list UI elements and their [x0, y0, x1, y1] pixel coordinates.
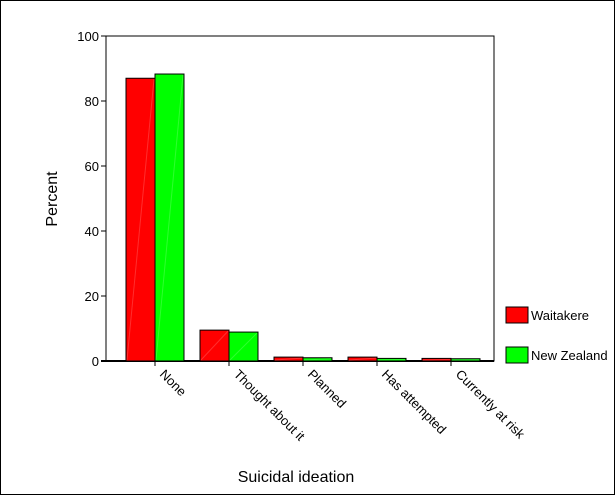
- legend-label: Waitakere: [531, 308, 589, 323]
- y-tick-label: 80: [85, 94, 99, 109]
- y-tick-label: 0: [92, 354, 99, 369]
- bar-shading: [423, 359, 450, 360]
- legend-swatch: [506, 307, 528, 323]
- legend-label: New Zealand: [531, 348, 608, 363]
- y-tick-label: 100: [77, 29, 99, 44]
- y-tick-label: 60: [85, 159, 99, 174]
- y-axis-label: Percent: [44, 171, 61, 227]
- x-axis-label: Suicidal ideation: [238, 469, 355, 486]
- y-tick-label: 40: [85, 224, 99, 239]
- x-tick-label: Has attempted: [379, 367, 449, 437]
- x-tick-label: None: [157, 367, 190, 400]
- x-tick-label: Planned: [305, 367, 349, 411]
- x-tick-label: Currently at risk: [453, 367, 528, 442]
- legend-swatch: [506, 347, 528, 363]
- y-tick-label: 20: [85, 289, 99, 304]
- bar-shading: [378, 359, 405, 360]
- x-tick-label: Thought about it: [231, 367, 308, 444]
